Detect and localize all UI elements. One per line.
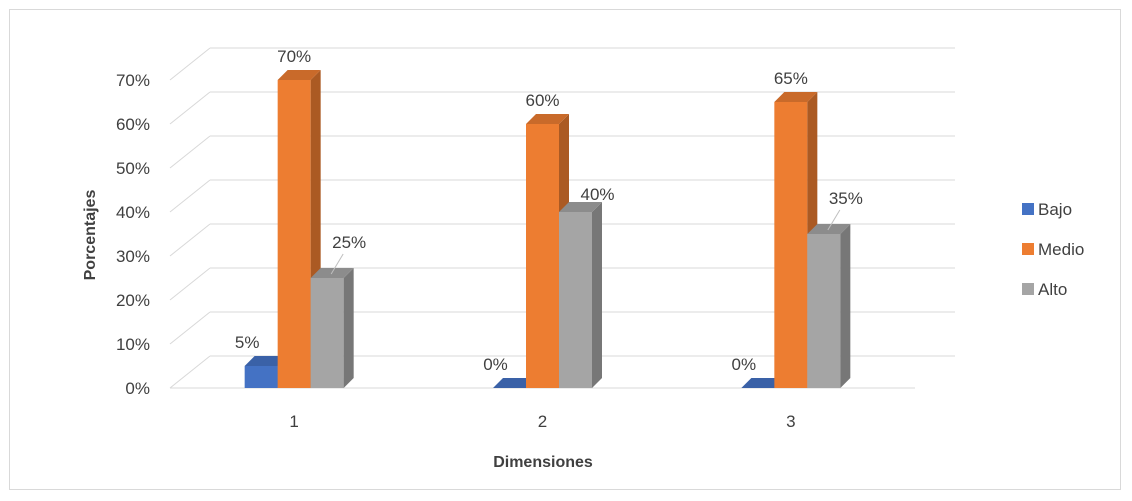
legend-swatch [1022,203,1034,215]
bar-top [559,202,602,212]
gridline-side [169,355,211,389]
bar-alto-1 [310,268,354,388]
data-label-alto: 35% [829,189,863,208]
y-tick-label: 10% [116,335,150,354]
bar-alto-3 [807,224,851,388]
gridline-side [169,223,211,257]
y-tick-label: 0% [125,379,150,398]
legend: Bajo Medio Alto [1022,200,1084,299]
bars [244,70,851,388]
gridline-side [169,267,211,301]
bar-top [277,70,321,80]
bar-front [244,366,278,388]
legend-item-medio: Medio [1022,240,1084,259]
data-label-bajo: 0% [483,355,508,374]
legend-label: Alto [1038,280,1067,299]
y-tick-label: 40% [116,203,150,222]
data-label-alto: 25% [332,233,366,252]
bar-front [526,124,559,388]
data-label-bajo: 5% [235,333,260,352]
gridline-side [169,311,211,345]
x-tick-label: 1 [289,412,298,431]
data-labels: 5% 70% 25% 0% 60% 40% 0% 65% 35% [235,47,863,374]
x-tick-labels: 1 2 3 [289,412,795,431]
legend-label: Bajo [1038,200,1072,219]
leader-line [827,209,841,231]
bar-alto-2 [559,202,602,388]
bar-bajo-2 [493,378,536,388]
bar-front [559,212,592,388]
legend-swatch [1022,283,1034,295]
y-tick-label: 60% [116,115,150,134]
y-tick-label: 30% [116,247,150,266]
bar-front [277,80,311,388]
leader-line [330,253,344,275]
data-label-medio: 60% [525,91,559,110]
bar-side [840,224,851,388]
y-tick-labels: 0% 10% 20% 30% 40% 50% 60% 70% [116,71,150,398]
x-tick-label: 3 [786,412,795,431]
y-tick-label: 70% [116,71,150,90]
gridline-side [169,135,211,169]
data-label-bajo: 0% [732,355,757,374]
bar-medio-3 [774,92,818,388]
x-tick-label: 2 [538,412,547,431]
bar-side [343,268,354,388]
bar-front [774,102,808,388]
y-tick-label: 20% [116,291,150,310]
data-label-alto: 40% [580,185,614,204]
legend-swatch [1022,243,1034,255]
y-axis-title: Porcentajes [82,190,99,281]
bar-front [310,278,344,388]
legend-label: Medio [1038,240,1084,259]
bar-top [244,356,288,366]
gridline-side [169,47,211,81]
bar-top [526,114,569,124]
bar-side [592,202,602,388]
legend-item-alto: Alto [1022,280,1067,299]
bar-front [807,234,841,388]
gridline-side [169,91,211,125]
x-axis-title: Dimensiones [493,454,593,471]
bar-top [493,378,536,388]
bar-top [741,378,785,388]
legend-item-bajo: Bajo [1022,200,1072,219]
bar-bajo-3 [741,378,785,388]
data-label-medio: 70% [277,47,311,66]
data-label-medio: 65% [774,69,808,88]
gridline-side [169,179,211,213]
y-tick-label: 50% [116,159,150,178]
bar-top [774,92,818,102]
